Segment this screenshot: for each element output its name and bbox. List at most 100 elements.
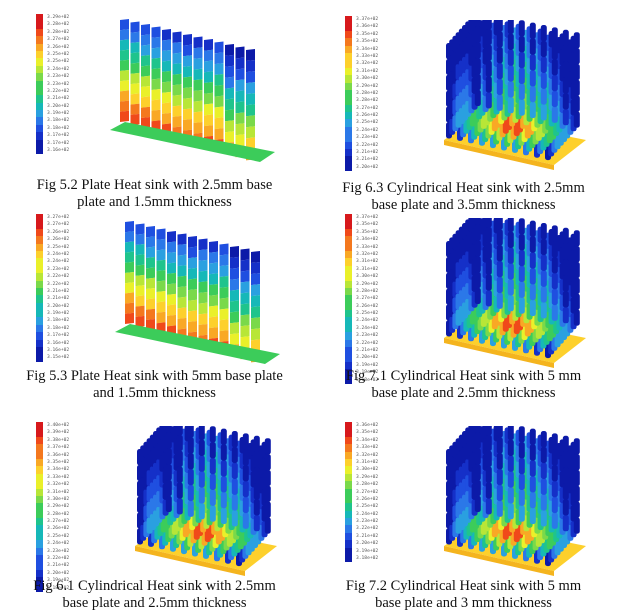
fin (230, 246, 239, 356)
legend-entry: 3.21e+02 (345, 149, 378, 157)
pin-segment (529, 22, 536, 39)
fin-segment (120, 19, 129, 31)
pin-segment (507, 263, 514, 280)
legend-entry: 3.24e+02 (36, 540, 69, 548)
fin-segment (146, 226, 155, 238)
legend-entry: 3.37e+02 (36, 444, 69, 452)
fin-segment (125, 292, 134, 304)
legend-swatch (345, 236, 352, 244)
legend-value: 3.33e+02 (356, 445, 379, 451)
legend-swatch (36, 80, 43, 88)
pin-segment (551, 74, 558, 92)
legend-swatch (36, 317, 43, 325)
legend-entry: 3.21e+02 (36, 95, 69, 103)
legend-entry: 3.21e+02 (345, 532, 378, 541)
legend-entry: 3.25e+02 (36, 50, 69, 59)
pin-segment (540, 254, 547, 271)
fin-segment (225, 98, 234, 111)
fin-segment (209, 262, 218, 275)
legend-swatch (36, 466, 43, 474)
legend-entry: 3.26e+02 (36, 228, 69, 237)
pin-segment (485, 258, 492, 275)
fin-segment (204, 60, 213, 73)
pin-segment (209, 457, 216, 475)
legend-swatch (36, 287, 43, 296)
fin-segment (125, 251, 134, 263)
fin-segment (235, 68, 245, 81)
pin-segment (496, 245, 503, 262)
legend-value: 3.30e+02 (356, 76, 379, 82)
legend-value: 3.36e+02 (47, 452, 70, 458)
fin-segment (225, 54, 234, 67)
figure-caption: Fig 5.2 Plate Heat sink with 2.5mm base … (0, 177, 309, 211)
legend-swatch (345, 134, 352, 142)
legend-entry: 3.22e+02 (36, 555, 69, 563)
pin-segment (496, 94, 503, 111)
fin-segment (240, 325, 250, 338)
fin-segment (188, 257, 197, 269)
fin-segment (240, 292, 250, 305)
pin-segment (540, 40, 547, 58)
fin-segment (198, 249, 208, 261)
legend-value: 3.35e+02 (356, 222, 379, 228)
fin-segment (151, 88, 161, 101)
fin-segment (120, 49, 129, 61)
pin-segment (551, 465, 558, 482)
pin-segment (529, 299, 536, 317)
fin (214, 41, 224, 151)
fin-segment (120, 90, 129, 102)
fin-segment (219, 275, 229, 288)
legend-value: 3.34e+02 (47, 467, 70, 473)
color-legend: 3.27e+02 3.27e+02 3.26e+02 3.26e+02 3.25e+02… (36, 214, 69, 362)
pin-segment (507, 487, 514, 504)
pin-segment (529, 428, 536, 445)
pin-segment (529, 268, 536, 285)
fin-segment (177, 286, 187, 298)
legend-value: 3.21e+02 (47, 296, 70, 302)
fin-segment (156, 301, 166, 313)
pin-segment (507, 471, 514, 488)
legend-swatch (345, 473, 352, 482)
fin-segment (120, 29, 129, 41)
legend-value: 3.25e+02 (47, 244, 70, 250)
pin-segment (507, 65, 514, 82)
legend-swatch (36, 436, 43, 445)
legend-entry: 3.24e+02 (36, 258, 69, 266)
fin-segment (225, 44, 234, 56)
fin-segment (141, 44, 150, 57)
legend-swatch (345, 518, 352, 526)
fin-segment (130, 52, 140, 64)
legend-entry: 3.20e+02 (36, 569, 69, 578)
legend-value: 3.26e+02 (47, 526, 70, 532)
legend-swatch (36, 21, 43, 29)
fin-segment (198, 291, 208, 304)
pin-segment (562, 291, 569, 308)
pin-heat-sink-contour (444, 20, 586, 170)
fin-segment (156, 228, 166, 240)
pin-fin (209, 426, 216, 522)
legend-swatch (345, 547, 352, 556)
legend-swatch (345, 354, 352, 362)
legend-entry: 3.18e+02 (36, 117, 69, 125)
legend-entry: 3.32e+02 (345, 60, 378, 68)
pin-segment (474, 495, 481, 513)
color-legend: 3.40e+02 3.39e+02 3.38e+02 3.37e+02 3.36e+02… (36, 422, 69, 592)
fin-segment (183, 118, 192, 131)
fin-segment (172, 105, 182, 117)
fin-segment (125, 231, 134, 243)
fin-segment (235, 123, 245, 136)
legend-swatch (345, 52, 352, 61)
legend-swatch (36, 451, 43, 459)
fin-segment (198, 281, 208, 293)
fin-segment (177, 254, 187, 267)
pin-segment (518, 297, 525, 314)
fin-segment (225, 76, 234, 89)
fin-segment (141, 75, 150, 88)
fin (167, 231, 176, 337)
pin-fin (507, 426, 514, 520)
figure-panel-5-2: 3.29e+02 3.28e+02 3.28e+02 3.27e+02 3.26e+02… (0, 0, 309, 211)
legend-swatch (36, 577, 43, 585)
fin-segment (204, 114, 213, 127)
legend-swatch (345, 302, 352, 311)
pin-segment (231, 462, 238, 479)
